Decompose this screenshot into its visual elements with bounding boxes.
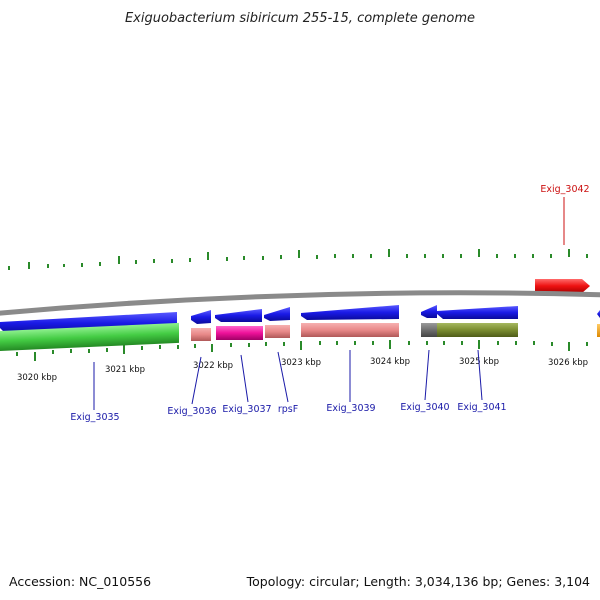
feature-band-rpsf[interactable]: [265, 325, 290, 338]
leader-line-rpsf: [277, 351, 289, 403]
gene-arrow-exig-3035[interactable]: [0, 312, 177, 334]
feature-band-exig-3037[interactable]: [216, 326, 263, 340]
gene-label-rpsf[interactable]: rpsF: [278, 404, 298, 415]
ruler-label: 3024 kbp: [370, 357, 410, 367]
ruler-label: 3022 kbp: [193, 361, 233, 371]
leader-line-exig-3036: [191, 356, 202, 405]
leader-line-exig-3037: [240, 354, 249, 403]
gene-arrow-exig-3042[interactable]: [535, 279, 590, 293]
gene-arrow-edge[interactable]: [597, 310, 600, 318]
gene-label-exig-3036[interactable]: Exig_3036: [167, 406, 216, 417]
genome-backbone: [0, 290, 600, 316]
gene-arrow-exig-3041[interactable]: [437, 306, 518, 319]
gene-label-exig-3039[interactable]: Exig_3039: [326, 403, 375, 414]
gene-arrow-exig-3040[interactable]: [421, 305, 437, 318]
gene-label-exig-3041[interactable]: Exig_3041: [457, 402, 506, 413]
lower-tick-row: [16, 340, 588, 361]
gene-label-exig-3042[interactable]: Exig_3042: [540, 184, 589, 195]
gene-arrow-exig-3036[interactable]: [191, 310, 211, 324]
feature-band-exig-3041[interactable]: [437, 323, 518, 337]
ruler-label: 3020 kbp: [17, 373, 57, 383]
feature-band-exig-3035[interactable]: [0, 322, 179, 351]
feature-band-edge[interactable]: [597, 324, 600, 337]
topology-text: Topology: circular; Length: 3,034,136 bp…: [246, 574, 590, 589]
feature-band-exig-3039[interactable]: [301, 323, 399, 337]
ruler-label: 3026 kbp: [548, 358, 588, 368]
accession-text: Accession: NC_010556: [9, 574, 151, 589]
leader-lines: [93, 349, 483, 410]
gene-arrow-exig-3037[interactable]: [215, 309, 262, 322]
feature-band-exig-3036[interactable]: [191, 328, 211, 341]
leader-line-exig-3040: [424, 349, 430, 401]
ruler-label: 3021 kbp: [105, 365, 145, 375]
gene-label-exig-3037[interactable]: Exig_3037: [222, 404, 271, 415]
genome-title: Exiguobacterium sibiricum 255-15, comple…: [125, 11, 475, 26]
leader-line-exig-3041: [477, 349, 483, 401]
ruler-label: 3023 kbp: [281, 358, 321, 368]
gene-label-exig-3035[interactable]: Exig_3035: [70, 412, 119, 423]
feature-band-exig-3040[interactable]: [421, 323, 437, 337]
upper-tick-row: [8, 249, 588, 270]
gene-arrow-exig-3039[interactable]: [301, 305, 399, 320]
gene-label-exig-3040[interactable]: Exig_3040: [400, 402, 449, 413]
gene-arrow-rpsf[interactable]: [264, 307, 290, 321]
